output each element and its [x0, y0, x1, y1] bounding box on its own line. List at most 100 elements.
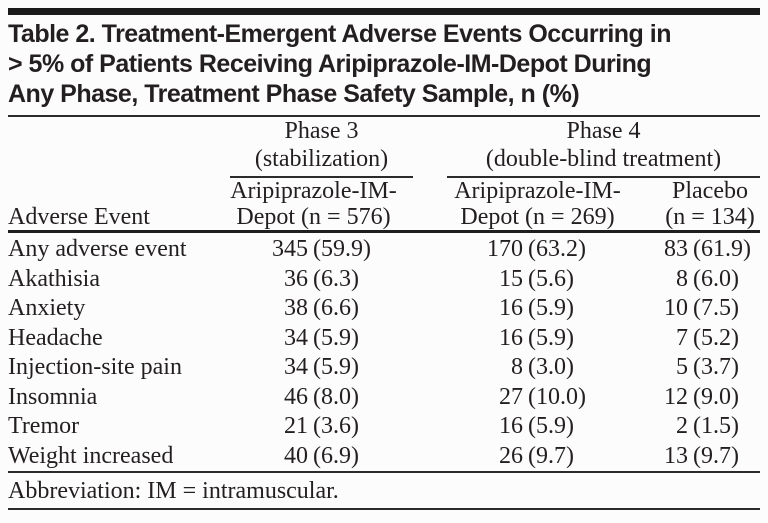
table-title-line-3: Any Phase, Treatment Phase Safety Sample… [8, 80, 580, 108]
table-row-akathisia: Akathisia 36 (6.3) 15 (5.6) 8 (6.0) [8, 265, 760, 295]
value-cell: 46 (8.0) [230, 383, 425, 413]
value-cell: 8 (6.0) [630, 265, 760, 295]
count-value: 40 [284, 442, 308, 469]
percent-value: (5.6) [528, 265, 574, 292]
value-cell: 8 (3.0) [425, 353, 630, 383]
value-cell: 16 (5.9) [425, 294, 630, 324]
count-value: 8 [511, 354, 523, 380]
table-row-injection-site-pain: Injection-site pain 34 (5.9) 8 (3.0) 5 (3.7… [8, 353, 760, 383]
count-value: 170 [487, 236, 523, 262]
value-cell: 34 (5.9) [230, 353, 425, 383]
table-title-line-1: Table 2. Treatment-Emergent Adverse Even… [8, 20, 672, 48]
count-value: 83 [664, 236, 688, 262]
count-value: 16 [499, 413, 523, 439]
column-header-line1: Aripiprazole-IM- [454, 178, 621, 204]
percent-value: (5.9) [528, 324, 574, 351]
value-cell: 21 (3.6) [230, 412, 425, 442]
row-label: Insomnia [8, 383, 98, 410]
empty-corner-cell [8, 117, 230, 178]
value-cell: 26 (9.7) [425, 441, 630, 473]
value-cell: 38 (6.6) [230, 294, 425, 324]
phase3-label-line2: (stabilization) [254, 146, 389, 172]
count-value: 12 [664, 383, 688, 410]
percent-value: (6.0) [693, 265, 739, 292]
phase3-label-line1: Phase 3 [284, 118, 359, 144]
count-value: 38 [284, 295, 308, 321]
percent-value: (9.7) [528, 442, 574, 469]
percent-value: (1.5) [693, 413, 739, 439]
value-cell: 83 (61.9) [630, 232, 760, 265]
value-cell: 7 (5.2) [630, 324, 760, 354]
value-cell: 36 (6.3) [230, 265, 425, 295]
column-group-header-row: Phase 3 (stabilization) Phase 4 (double-… [8, 117, 761, 178]
column-header-adverse-event: Adverse Event [8, 178, 230, 233]
row-label: Akathisia [8, 265, 100, 292]
percent-value: (9.0) [693, 383, 739, 410]
percent-value: (10.0) [528, 383, 586, 410]
column-header-placebo-134: Placebo (n = 134) [630, 178, 761, 233]
count-value: 46 [284, 383, 308, 410]
percent-value: (5.9) [313, 324, 359, 351]
column-header-line2: Depot (n = 576) [236, 204, 391, 230]
count-value: 13 [664, 442, 688, 469]
column-header-line1: Aripiprazole-IM- [230, 178, 397, 204]
row-label: Weight increased [8, 441, 230, 473]
phase4-spanner: Phase 4 (double-blind treatment) [447, 117, 761, 178]
count-value: 7 [676, 324, 688, 351]
count-value: 16 [499, 324, 523, 351]
percent-value: (5.9) [313, 354, 359, 380]
count-value: 8 [676, 265, 688, 292]
value-cell: 2 (1.5) [630, 412, 760, 442]
value-cell: 40 (6.9) [230, 441, 425, 473]
row-label: Anxiety [8, 295, 86, 321]
column-header-line2: Depot (n = 269) [460, 204, 615, 230]
percent-value: (8.0) [313, 383, 359, 410]
percent-value: (59.9) [313, 236, 371, 262]
value-cell: 5 (3.7) [630, 353, 760, 383]
value-cell: 13 (9.7) [630, 441, 761, 473]
percent-value: (3.0) [528, 354, 574, 380]
count-value: 15 [499, 265, 523, 292]
count-value: 345 [272, 236, 308, 262]
table-title-line-2: > 5% of Patients Receiving Aripiprazole-… [8, 50, 652, 78]
row-label: Tremor [8, 413, 80, 439]
percent-value: (6.3) [313, 265, 359, 292]
value-cell: 170 (63.2) [425, 232, 630, 265]
table-row-weight-increased: Weight increased 40 (6.9) 26 (9.7) 13 (9.7) [8, 441, 761, 473]
count-value: 21 [284, 413, 308, 439]
adverse-events-table: Phase 3 (stabilization) Phase 4 (double-… [8, 117, 761, 473]
count-value: 26 [499, 442, 523, 469]
column-header-aripiprazole-576: Aripiprazole-IM- Depot (n = 576) [230, 178, 425, 233]
table-row-any-adverse-event: Any adverse event 345 (59.9) 170 (63.2) 83… [8, 232, 760, 265]
percent-value: (63.2) [528, 236, 586, 262]
col-group-phase3: Phase 3 (stabilization) [230, 117, 425, 178]
percent-value: (9.7) [693, 442, 739, 469]
row-label: Any adverse event [8, 236, 187, 262]
count-value: 16 [499, 295, 523, 321]
table-row-headache: Headache 34 (5.9) 16 (5.9) 7 (5.2) [8, 324, 760, 354]
count-value: 36 [284, 265, 308, 292]
percent-value: (3.6) [313, 413, 359, 439]
row-label: Headache [8, 324, 103, 351]
value-cell: 10 (7.5) [630, 294, 760, 324]
table-title: Table 2. Treatment-Emergent Adverse Even… [8, 19, 760, 117]
table-row-tremor: Tremor 21 (3.6) 16 (5.9) 2 (1.5) [8, 412, 760, 442]
column-header-row: Adverse Event Aripiprazole-IM- Depot (n … [8, 178, 761, 233]
column-header-aripiprazole-269: Aripiprazole-IM- Depot (n = 269) [425, 178, 630, 233]
value-cell: 12 (9.0) [630, 383, 760, 413]
percent-value: (5.2) [693, 324, 739, 351]
percent-value: (3.7) [693, 354, 739, 380]
row-label: Injection-site pain [8, 354, 182, 380]
count-value: 5 [676, 354, 688, 380]
percent-value: (61.9) [693, 236, 751, 262]
count-value: 34 [284, 324, 308, 351]
percent-value: (5.9) [528, 413, 574, 439]
phase3-spanner: Phase 3 (stabilization) [230, 117, 413, 178]
table-row-insomnia: Insomnia 46 (8.0) 27 (10.0) 12 (9.0) [8, 383, 760, 413]
value-cell: 16 (5.9) [425, 324, 630, 354]
top-thick-rule [8, 8, 760, 15]
value-cell: 27 (10.0) [425, 383, 630, 413]
phase4-label-line2: (double-blind treatment) [485, 146, 722, 172]
value-cell: 15 (5.6) [425, 265, 630, 295]
